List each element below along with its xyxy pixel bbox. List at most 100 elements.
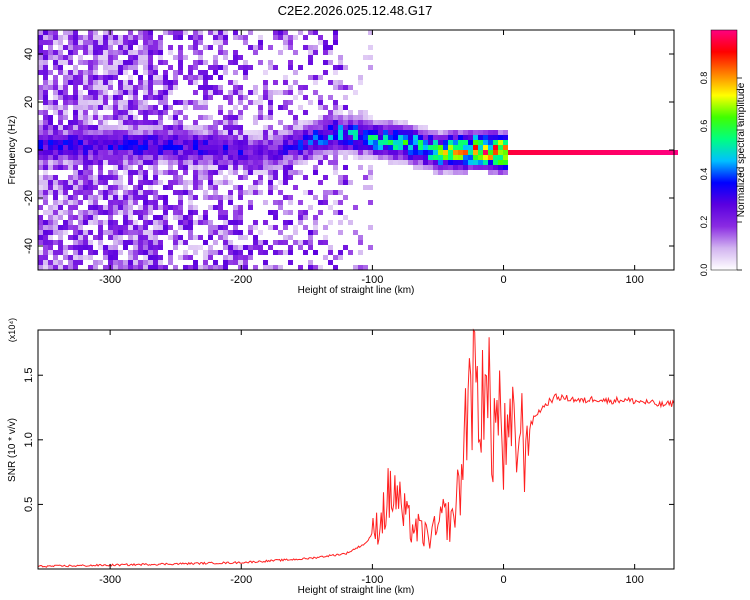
spectrogram-cell	[98, 140, 103, 145]
spectrogram-cell	[263, 130, 268, 135]
spectrogram-cell	[38, 215, 43, 220]
spectrogram-cell	[238, 195, 243, 200]
colorbar-tick-label: 0.6	[699, 120, 709, 133]
spectrogram-cell	[243, 150, 248, 155]
spectrogram-cell	[78, 235, 83, 240]
spectrogram-cell	[373, 130, 378, 135]
spectrogram-cell	[48, 105, 53, 110]
spectrogram-cell	[468, 155, 473, 160]
spectrogram-cell	[253, 165, 258, 170]
spectrogram-cell	[48, 175, 53, 180]
spectrogram-cell	[103, 50, 108, 55]
spectrogram-cell	[328, 205, 333, 210]
spectrogram-cell	[78, 200, 83, 205]
spectrogram-cell	[298, 240, 303, 245]
spectrogram-cell	[288, 235, 293, 240]
spectrogram-cell	[453, 165, 458, 170]
spectrogram-cell	[298, 220, 303, 225]
spectrogram-cell	[83, 80, 88, 85]
spectrogram-cell	[248, 135, 253, 140]
snr-frame	[37, 329, 675, 570]
spectrogram-cell	[208, 220, 213, 225]
spectrogram-cell	[63, 60, 68, 65]
spectrogram-cell	[223, 135, 228, 140]
spectrogram-cell	[213, 170, 218, 175]
spectrogram-cell	[443, 135, 448, 140]
spectrogram-cell	[218, 90, 223, 95]
spectrogram-cell	[43, 260, 48, 265]
spectrogram-cell	[213, 120, 218, 125]
spectrogram-cell	[88, 95, 93, 100]
spectrogram-cell	[188, 160, 193, 165]
spectrogram-cell	[83, 245, 88, 250]
spectrogram-cell	[443, 160, 448, 165]
spectrogram-cell	[153, 155, 158, 160]
spectrogram-cell	[343, 245, 348, 250]
spectrogram-cell	[238, 145, 243, 150]
spectrogram-cell	[208, 90, 213, 95]
spectrogram-cell	[203, 210, 208, 215]
spectrogram-cell	[108, 205, 113, 210]
spectrogram-cell	[343, 85, 348, 90]
spectrogram-cell	[53, 35, 58, 40]
spectrogram-cell	[68, 220, 73, 225]
spectrogram-cell	[43, 175, 48, 180]
spectrogram-cell	[228, 245, 233, 250]
spectrogram-cell	[113, 190, 118, 195]
spectrogram-cell	[223, 155, 228, 160]
spectrogram-cell	[128, 235, 133, 240]
spectrogram-cell	[268, 65, 273, 70]
spectrogram-cell	[38, 150, 43, 155]
spectrogram-cell	[418, 145, 423, 150]
spectrogram-cell	[213, 30, 218, 35]
spectrogram-cell	[213, 150, 218, 155]
spectrogram-cell	[178, 190, 183, 195]
spectrogram-cell	[78, 105, 83, 110]
spectrogram-cell	[258, 105, 263, 110]
spectrogram-cell	[73, 35, 78, 40]
spectrogram-cell	[258, 240, 263, 245]
spectrogram-cell	[93, 100, 98, 105]
spectrogram-cell	[118, 205, 123, 210]
spectrogram-cell	[248, 145, 253, 150]
spectrogram-cell	[203, 135, 208, 140]
spectrogram-cell	[198, 155, 203, 160]
spectrogram-cell	[303, 130, 308, 135]
spectrogram-cell	[48, 235, 53, 240]
spectrogram-ytick-label: 40	[23, 48, 35, 60]
spectrogram-cell	[118, 90, 123, 95]
spectrogram-cell	[123, 65, 128, 70]
spectrogram-cell	[128, 120, 133, 125]
spectrogram-cell	[213, 145, 218, 150]
spectrogram-cell	[373, 145, 378, 150]
spectrogram-cell	[58, 165, 63, 170]
spectrogram-cell	[73, 100, 78, 105]
spectrogram-cell	[143, 115, 148, 120]
spectrogram-cell	[338, 65, 343, 70]
spectrogram-cell	[183, 155, 188, 160]
spectrogram-cell	[148, 210, 153, 215]
spectrogram-cell	[58, 235, 63, 240]
spectrogram-cell	[288, 35, 293, 40]
spectrogram-cell	[63, 115, 68, 120]
spectrogram-cell	[153, 145, 158, 150]
spectrogram-cell	[78, 250, 83, 255]
spectrogram-cell	[443, 165, 448, 170]
spectrogram-cell	[353, 135, 358, 140]
spectrogram-cell	[263, 240, 268, 245]
spectrogram-cell	[158, 110, 163, 115]
spectrogram-cell	[53, 105, 58, 110]
spectrogram-cell	[138, 205, 143, 210]
spectrogram-cell	[288, 100, 293, 105]
spectrogram-cell	[88, 145, 93, 150]
spectrogram-cell	[218, 230, 223, 235]
spectrogram-cell	[88, 115, 93, 120]
spectrogram-cell	[88, 165, 93, 170]
spectrogram-cell	[38, 40, 43, 45]
spectrogram-cell	[383, 135, 388, 140]
spectrogram-cell	[318, 135, 323, 140]
spectrogram-cell	[223, 35, 228, 40]
spectrogram-cell	[193, 220, 198, 225]
spectrogram-cell	[93, 155, 98, 160]
spectrogram-cell	[208, 135, 213, 140]
